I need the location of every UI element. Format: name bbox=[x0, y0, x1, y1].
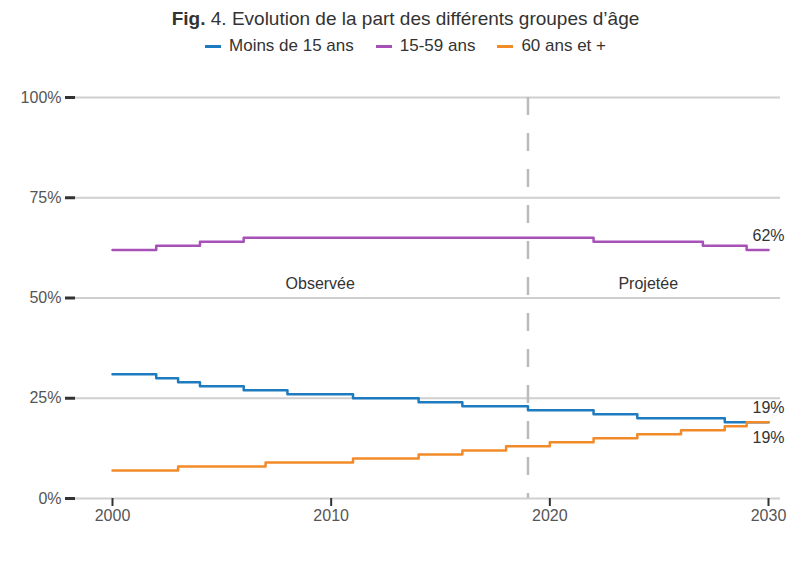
svg-text:2020: 2020 bbox=[532, 507, 568, 524]
html-text:15-59 ans: 15-59 ans bbox=[399, 36, 476, 55]
svg-text:50%: 50% bbox=[29, 289, 61, 306]
svg-text:2030: 2030 bbox=[751, 507, 787, 524]
svg-text:100%: 100% bbox=[21, 89, 62, 106]
svg-text:62%: 62% bbox=[752, 227, 784, 244]
svg-text:2000: 2000 bbox=[95, 507, 131, 524]
html-text:Moins de 15 ans: Moins de 15 ans bbox=[229, 36, 354, 55]
html-text:60 ans et +: 60 ans et + bbox=[521, 36, 606, 55]
svg-text:0%: 0% bbox=[38, 490, 61, 507]
html-text:Fig. 4. Evolution de la part d: Fig. 4. Evolution de la part des différe… bbox=[171, 8, 640, 29]
svg-text:2010: 2010 bbox=[313, 507, 349, 524]
svg-text:25%: 25% bbox=[29, 389, 61, 406]
svg-text:Observée: Observée bbox=[286, 275, 355, 292]
svg-text:Projetée: Projetée bbox=[618, 275, 678, 292]
svg-text:19%: 19% bbox=[752, 399, 784, 416]
svg-text:19%: 19% bbox=[752, 429, 784, 446]
svg-text:75%: 75% bbox=[29, 189, 61, 206]
